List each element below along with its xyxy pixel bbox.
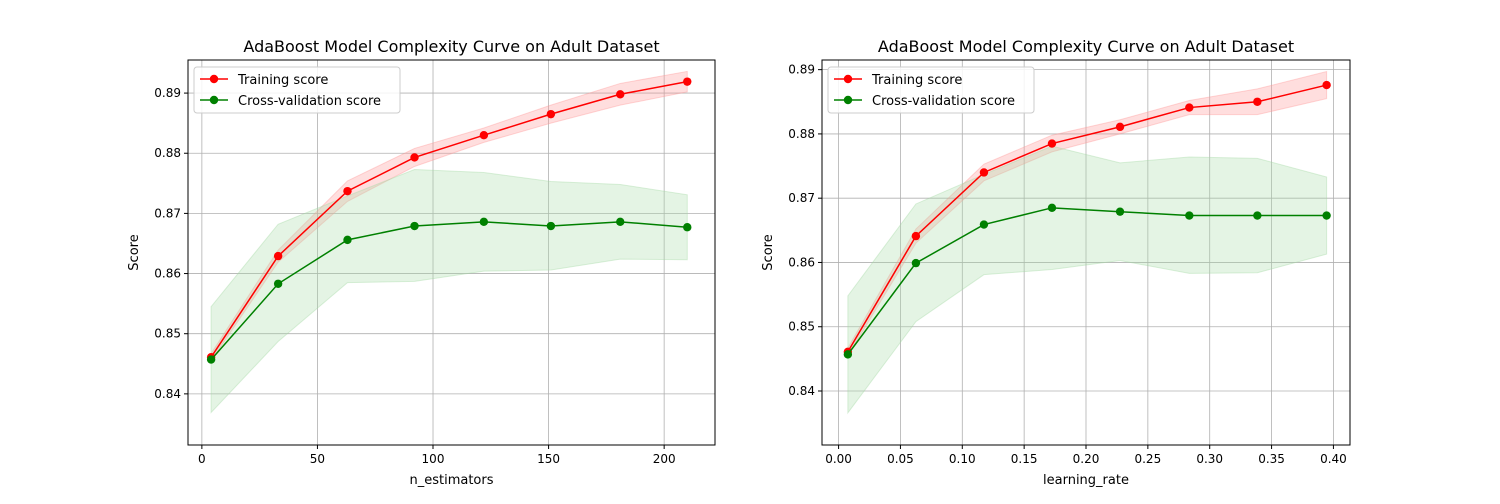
- x-axis-label: learning_rate: [1043, 473, 1129, 488]
- plot-area-frame: [187, 59, 716, 446]
- data-point-cross-validation: [206, 355, 216, 364]
- y-tick-label: 0.87: [154, 206, 181, 220]
- x-tick-label: 0.40: [1320, 452, 1347, 466]
- series-line-cross-validation: [210, 221, 688, 361]
- x-tick-label: 0: [198, 452, 206, 466]
- legend: Training score Cross-validation score: [827, 66, 1035, 114]
- data-point-cross-validation: [1253, 211, 1262, 220]
- y-tick-label: 0.85: [788, 320, 815, 334]
- data-point-training: [273, 251, 283, 261]
- confidence-band-cross-validation: [210, 168, 688, 414]
- x-tick-label: 200: [653, 452, 676, 466]
- y-tick-label: 0.88: [788, 127, 815, 141]
- x-tick-label: 0.30: [1196, 452, 1223, 466]
- data-point-training: [683, 77, 692, 86]
- data-point-training: [979, 168, 989, 177]
- data-point-training: [479, 130, 489, 140]
- x-tick-label: 0.05: [887, 452, 914, 466]
- x-tick-label: 0.15: [1011, 452, 1038, 466]
- data-point-cross-validation: [1115, 207, 1125, 216]
- legend-label-training: Training score: [871, 73, 962, 88]
- x-tick-label: 0.00: [825, 452, 852, 466]
- data-point-training: [1185, 103, 1194, 112]
- legend-label-training: Training score: [237, 73, 328, 88]
- chart-panel-1: 0 50 100 150 200 0.84 0.85 0.86 0.87 0.88 0.89 AdaB…: [127, 37, 716, 488]
- confidence-band-cross-validation: [847, 145, 1328, 415]
- y-tick-label: 0.85: [154, 327, 181, 341]
- series-line-cross-validation: [847, 207, 1327, 355]
- legend-marker-cross-validation: [843, 95, 853, 105]
- data-point-cross-validation: [546, 221, 556, 231]
- data-point-cross-validation: [843, 350, 853, 359]
- data-point-training: [1322, 80, 1331, 90]
- x-tick-label: 50: [310, 452, 325, 466]
- x-tick-label: 150: [537, 452, 560, 466]
- data-point-training: [1253, 97, 1262, 106]
- x-tick-label: 0.25: [1134, 452, 1161, 466]
- data-point-cross-validation: [343, 235, 352, 245]
- legend-marker-cross-validation: [209, 95, 219, 105]
- data-point-cross-validation: [979, 220, 989, 229]
- y-tick-label: 0.86: [788, 255, 815, 269]
- confidence-band-training: [210, 70, 688, 363]
- legend-label-cross-validation: Cross-validation score: [872, 94, 1015, 109]
- y-tick-label: 0.84: [154, 387, 181, 401]
- series-line-training: [210, 80, 688, 358]
- chart-title: AdaBoost Model Complexity Curve on Adult…: [878, 37, 1294, 56]
- data-point-cross-validation: [1322, 211, 1331, 220]
- legend-marker-training: [209, 74, 219, 84]
- y-tick-label: 0.84: [788, 384, 815, 398]
- data-point-training: [616, 90, 625, 99]
- x-tick-label: 0.35: [1258, 452, 1285, 466]
- x-axis-label: n_estimators: [409, 473, 493, 488]
- series-line-training: [847, 84, 1327, 353]
- data-point-training: [343, 186, 352, 196]
- y-tick-label: 0.89: [154, 86, 181, 100]
- y-tick-label: 0.86: [154, 267, 181, 281]
- legend-marker-training: [843, 74, 853, 84]
- data-point-training: [911, 231, 921, 241]
- data-point-training: [546, 109, 556, 119]
- y-axis-label: Score: [127, 234, 142, 270]
- x-tick-label: 100: [422, 452, 445, 466]
- legend-label-cross-validation: Cross-validation score: [238, 94, 381, 109]
- data-point-training: [1047, 139, 1057, 148]
- data-point-cross-validation: [479, 217, 489, 227]
- data-point-training: [410, 153, 419, 162]
- data-point-cross-validation: [911, 258, 921, 268]
- data-point-cross-validation: [683, 223, 692, 232]
- legend-box: [827, 66, 1035, 114]
- y-tick-label: 0.89: [788, 63, 815, 77]
- chart-title: AdaBoost Model Complexity Curve on Adult…: [243, 37, 659, 56]
- x-tick-label: 0.20: [1073, 452, 1100, 466]
- y-axis-label: Score: [761, 234, 776, 270]
- data-point-cross-validation: [1047, 203, 1057, 213]
- data-point-cross-validation: [410, 221, 419, 231]
- chart-panel-2: 0.00 0.05 0.10 0.15 0.20 0.25 0.30 0.35 0.40 0.84…: [761, 37, 1351, 488]
- y-tick-label: 0.87: [788, 191, 815, 205]
- confidence-band-training: [847, 70, 1328, 358]
- data-point-cross-validation: [1185, 211, 1194, 220]
- y-tick-label: 0.88: [154, 146, 181, 160]
- data-point-training: [1115, 122, 1125, 132]
- legend-box: [193, 66, 401, 114]
- data-point-cross-validation: [273, 279, 283, 288]
- data-point-cross-validation: [616, 217, 625, 227]
- x-tick-label: 0.10: [949, 452, 976, 466]
- legend: Training score Cross-validation score: [193, 66, 401, 114]
